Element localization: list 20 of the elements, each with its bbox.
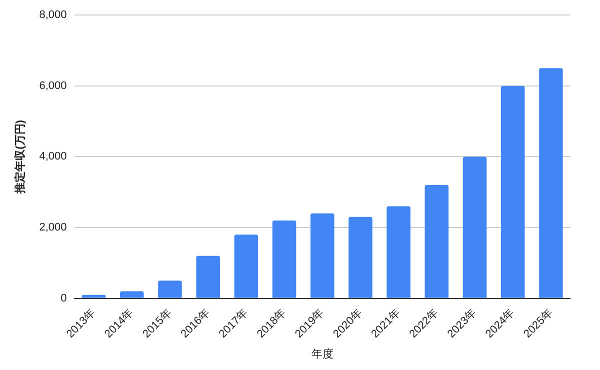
bar (386, 206, 410, 298)
y-tick-label: 2,000 (39, 222, 67, 234)
bar (500, 86, 525, 298)
bar (539, 68, 563, 298)
bar (348, 216, 372, 298)
y-tick-label: 0 (60, 292, 67, 304)
bar (82, 294, 106, 298)
y-tick-label: 8,000 (39, 9, 67, 22)
x-axis-title: 年度 (311, 347, 334, 360)
bar (310, 213, 334, 298)
y-tick-label: 4,000 (39, 150, 67, 163)
bar (234, 234, 258, 298)
bar (424, 185, 449, 298)
bar (120, 291, 144, 298)
bar (158, 280, 182, 298)
bar (272, 220, 296, 298)
y-axis-title: 推定年収(万円) (14, 120, 27, 194)
bar (196, 256, 220, 298)
bar (462, 156, 487, 298)
y-tick-label: 6,000 (39, 80, 67, 92)
